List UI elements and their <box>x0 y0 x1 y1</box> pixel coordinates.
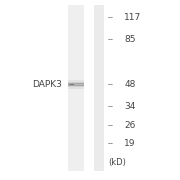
Text: --: -- <box>108 122 114 130</box>
Text: 85: 85 <box>124 35 136 44</box>
Bar <box>68 83 84 86</box>
Text: 34: 34 <box>124 102 136 111</box>
Text: DAPK3: DAPK3 <box>32 80 62 89</box>
Bar <box>68 85 84 87</box>
Bar <box>68 80 84 82</box>
Text: --: -- <box>108 80 114 89</box>
Bar <box>68 5 84 171</box>
Text: 117: 117 <box>124 14 141 22</box>
Text: --: -- <box>108 14 114 22</box>
Text: 19: 19 <box>124 140 136 148</box>
Bar <box>68 87 84 89</box>
Text: --: -- <box>108 140 114 148</box>
Bar <box>94 5 104 171</box>
Text: --: -- <box>108 102 114 111</box>
Text: --: -- <box>108 35 114 44</box>
Text: 26: 26 <box>124 122 136 130</box>
Text: --: -- <box>68 80 75 89</box>
Text: (kD): (kD) <box>108 158 126 166</box>
Text: 48: 48 <box>124 80 136 89</box>
Bar <box>68 82 84 84</box>
